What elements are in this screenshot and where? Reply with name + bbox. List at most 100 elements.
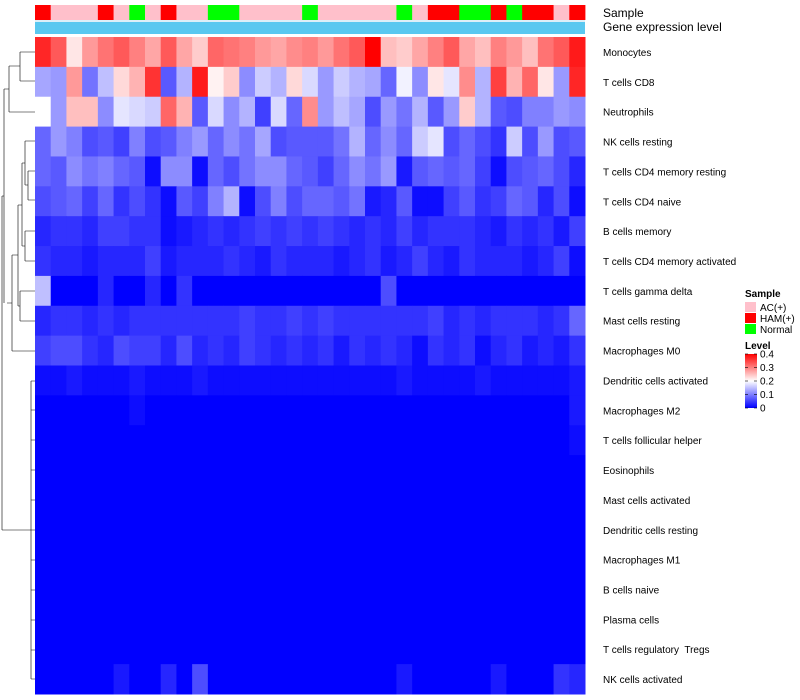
heatmap-cell [490, 544, 507, 576]
heatmap-cell [113, 455, 130, 486]
heatmap-cell [333, 96, 350, 128]
heatmap-cell [349, 186, 366, 217]
row-labels: Monocytes T cells CD8 Neutrophils NK cells … [603, 48, 736, 686]
heatmap-cell [239, 37, 256, 68]
heatmap-cell [239, 305, 256, 337]
row-label: T cells CD4 memory resting [603, 167, 726, 178]
heatmap-cell [145, 425, 162, 456]
heatmap-cell [50, 604, 67, 635]
row-label: Dendritic cells resting [603, 526, 698, 537]
heatmap-cell [82, 156, 99, 187]
heatmap-cell [286, 305, 303, 337]
heatmap-cell [82, 37, 99, 68]
heatmap-cell [255, 514, 272, 546]
heatmap-cell [506, 186, 523, 217]
heatmap-cell [270, 484, 287, 516]
heatmap-cell [82, 246, 99, 277]
heatmap-cell [192, 37, 209, 68]
heatmap-cell [176, 395, 193, 426]
heatmap-cell [333, 246, 350, 277]
row-label: Neutrophils [603, 108, 654, 119]
heatmap-cell [160, 37, 177, 68]
heatmap-cell [302, 156, 319, 187]
row-label: Plasma cells [603, 615, 659, 626]
heatmap-cell [302, 455, 319, 486]
heatmap-cell [160, 395, 177, 426]
heatmap-cell [427, 514, 445, 546]
heatmap-cell [317, 126, 335, 157]
sample-legend-swatch [745, 302, 756, 312]
heatmap-cell [443, 544, 460, 576]
heatmap-cell [380, 604, 397, 635]
heatmap-cell [50, 126, 67, 157]
heatmap-cell [380, 37, 397, 68]
heatmap-cell [380, 186, 397, 217]
heatmap-cell [97, 66, 115, 98]
heatmap-cell [569, 335, 586, 366]
heatmap-cell [160, 484, 177, 516]
heatmap-cell [286, 186, 303, 217]
heatmap-cell [255, 66, 272, 98]
heatmap-cell [443, 574, 460, 605]
heatmap-cell [349, 275, 366, 307]
heatmap-cell [365, 634, 382, 665]
heatmap-cell [396, 455, 413, 486]
heatmap-cell [365, 664, 382, 695]
heatmap-cell [35, 126, 52, 157]
row-dendrogram [1, 51, 35, 680]
heatmap-cell [443, 275, 460, 307]
heatmap-cell [317, 37, 335, 68]
heatmap-cell [239, 365, 256, 396]
heatmap-cell [192, 335, 209, 366]
heatmap-cell [490, 96, 507, 128]
heatmap-cell [396, 186, 413, 217]
heatmap-cell [113, 156, 130, 187]
heatmap-cell [97, 484, 115, 516]
heatmap-cell [113, 425, 130, 456]
heatmap-cell [365, 514, 382, 546]
heatmap-cell [239, 395, 256, 426]
heatmap-cell [475, 425, 492, 456]
heatmap-cell [506, 216, 523, 247]
heatmap-cell [317, 544, 335, 576]
heatmap-cell [537, 335, 555, 366]
sample-cell [50, 5, 67, 20]
heatmap-cell [176, 66, 193, 98]
heatmap-cell [97, 275, 115, 307]
heatmap-cell [207, 664, 225, 695]
heatmap-cell [286, 66, 303, 98]
heatmap-cell [569, 126, 586, 157]
heatmap-cell [506, 395, 523, 426]
heatmap-cell [427, 156, 445, 187]
heatmap-cell [160, 216, 177, 247]
level-tick-label: 0.3 [760, 363, 774, 374]
heatmap-cell [380, 514, 397, 546]
heatmap-cell [302, 484, 319, 516]
heatmap-cell [412, 455, 429, 486]
heatmap-cell [176, 156, 193, 187]
heatmap-cell [207, 37, 225, 68]
heatmap-cell [396, 365, 413, 396]
sample-cell [522, 5, 539, 20]
heatmap-cell [145, 484, 162, 516]
heatmap-cell [412, 156, 429, 187]
heatmap-cell [66, 305, 83, 337]
heatmap-cell [176, 246, 193, 277]
heatmap-cell [50, 634, 67, 665]
heatmap-cell [160, 275, 177, 307]
sample-cell [396, 5, 413, 20]
heatmap-cell [113, 365, 130, 396]
heatmap-cell [145, 37, 162, 68]
heatmap-cell [459, 365, 476, 396]
heatmap-cell [82, 186, 99, 217]
heatmap-cell [317, 246, 335, 277]
heatmap-cell [490, 425, 507, 456]
heatmap-cell [66, 216, 83, 247]
heatmap-cell [490, 604, 507, 635]
heatmap-cell [475, 335, 492, 366]
heatmap-cell [569, 156, 586, 187]
heatmap-cell [113, 395, 130, 426]
heatmap-cell [317, 604, 335, 635]
heatmap-cell [412, 246, 429, 277]
heatmap-cell [50, 156, 67, 187]
